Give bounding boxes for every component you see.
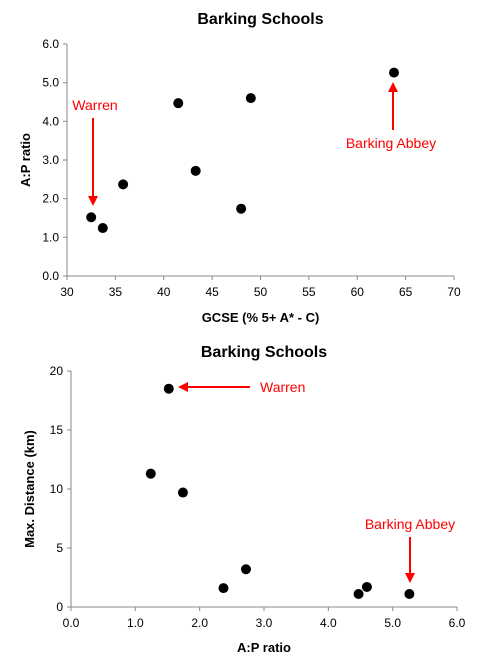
x-axis-label: A:P ratio [237,640,291,655]
y-tick-label: 0.0 [42,269,59,283]
x-tick-label: 4.0 [320,616,337,630]
data-point [97,223,108,234]
x-tick-label: 55 [302,285,316,299]
data-point [86,212,97,223]
x-tick-label: 3.0 [256,616,273,630]
x-tick-label: 30 [60,285,74,299]
data-point [163,383,174,394]
y-tick-label: 10 [50,482,64,496]
y-tick-label: 3.0 [42,153,59,167]
x-tick-label: 35 [109,285,123,299]
y-tick-label: 4.0 [42,114,59,128]
data-point [245,93,256,104]
data-point [145,468,156,479]
y-tick-label: 15 [50,423,64,437]
x-axis-label: GCSE (% 5+ A* - C) [202,310,320,325]
x-tick-label: 0.0 [63,616,80,630]
annotation-label: Warren [72,97,117,113]
x-tick-label: 1.0 [127,616,144,630]
x-tick-label: 6.0 [449,616,466,630]
annotation-label: Barking Abbey [365,516,455,532]
x-tick-label: 45 [205,285,219,299]
data-point [236,203,247,214]
chart-2: Barking Schools 0.0 1.0 2.0 3.0 4.0 5.0 6.0 0 5 10… [22,344,466,655]
x-tick-label: 50 [254,285,268,299]
y-tick-label: 0 [56,600,63,614]
y-axis-label: Max. Distance (km) [22,430,37,548]
chart-1: Barking Schools 30 35 40 45 50 55 60 65 70 0.0 1.0 2… [18,11,461,325]
data-point [218,583,229,594]
data-point [361,581,372,592]
y-tick-label: 20 [50,364,64,378]
y-tick-label: 5.0 [42,76,59,90]
x-tick-label: 65 [399,285,413,299]
data-point [404,589,415,600]
chart-title: Barking Schools [197,11,323,28]
x-tick-label: 40 [157,285,171,299]
x-tick-label: 2.0 [191,616,208,630]
x-tick-label: 60 [351,285,365,299]
data-point [118,179,129,190]
y-tick-label: 5 [56,541,63,555]
y-tick-label: 2.0 [42,192,59,206]
data-point [240,564,251,575]
data-point [177,487,188,498]
x-tick-label: 70 [447,285,461,299]
x-tick-label: 5.0 [384,616,401,630]
y-tick-label: 1.0 [42,230,59,244]
y-tick-label: 6.0 [42,37,59,51]
data-point [190,165,201,176]
data-point [353,589,364,600]
data-point [389,67,400,78]
annotation-label: Barking Abbey [346,135,436,151]
chart-title: Barking Schools [201,344,327,361]
annotation-label: Warren [260,379,305,395]
data-point [173,98,184,109]
y-axis-label: A:P ratio [18,133,33,187]
